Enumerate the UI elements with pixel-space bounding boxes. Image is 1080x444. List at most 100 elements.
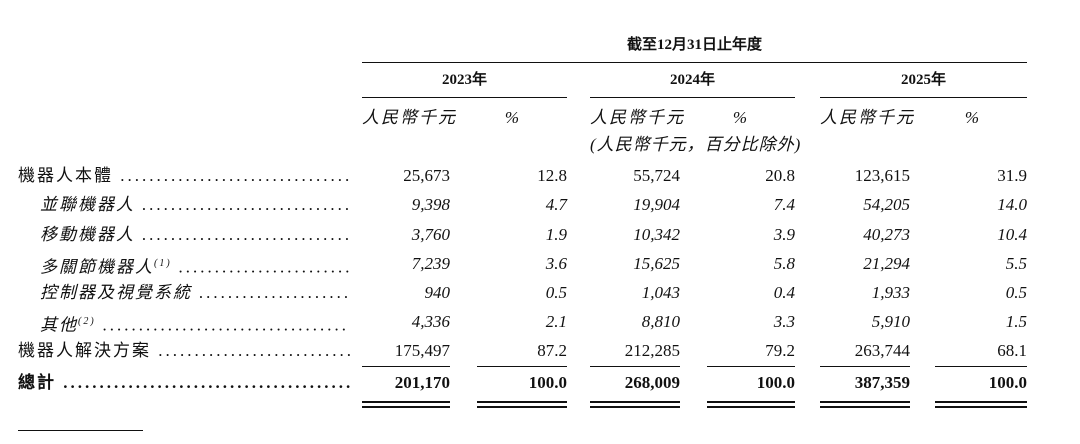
cell: 4.7	[545, 195, 567, 214]
cell: 20.8	[765, 166, 795, 185]
label-text: 總計	[18, 373, 56, 392]
year-header: 2024年	[669, 72, 715, 88]
cell: 1,043	[641, 283, 680, 302]
cell: 100.0	[988, 373, 1027, 392]
label-text: 機器人解決方案	[18, 341, 151, 360]
leader-dots: ........................................…	[63, 373, 350, 392]
cell: 7.4	[773, 195, 795, 214]
total-rule	[935, 406, 1027, 408]
label-text: 其他	[40, 315, 78, 335]
total-rule	[707, 406, 795, 408]
total-rule	[477, 401, 567, 403]
cell: 19,904	[633, 195, 680, 214]
cell: 9,398	[411, 195, 450, 214]
row-label: 總計 .....................................…	[18, 373, 350, 393]
cell: 15,625	[633, 254, 680, 273]
cell: 10.4	[997, 225, 1027, 244]
unit-label: 人民幣千元	[590, 108, 685, 127]
cell: 123,615	[854, 166, 910, 185]
total-rule	[477, 406, 567, 408]
total-rule	[590, 401, 680, 403]
row-label: 機器人本體 ..................................…	[18, 166, 350, 186]
subtotal-rule	[820, 366, 910, 367]
subtotal-rule	[935, 366, 1027, 367]
year-header: 2025年	[900, 72, 946, 88]
cell: 2.1	[545, 312, 567, 331]
rule	[362, 97, 567, 98]
cell: 4,336	[411, 312, 450, 331]
cell: 54,205	[863, 195, 910, 214]
footnote-rule	[18, 430, 143, 431]
row-label: 其他(2) ..................................…	[40, 312, 350, 336]
leader-dots: ........................................…	[120, 166, 350, 185]
cell: 68.1	[997, 341, 1027, 360]
cell: 1.5	[1005, 312, 1027, 331]
cell: 3.3	[773, 312, 795, 331]
cell: 268,009	[624, 373, 680, 392]
cell: 31.9	[997, 166, 1027, 185]
cell: 0.5	[1005, 283, 1027, 302]
total-rule	[707, 401, 795, 403]
year-header: 2023年	[441, 72, 487, 88]
total-rule	[590, 406, 680, 408]
cell: 940	[424, 283, 451, 302]
cell: 100.0	[528, 373, 567, 392]
cell: 10,342	[633, 225, 680, 244]
cell: 40,273	[863, 225, 910, 244]
cell: 79.2	[765, 341, 795, 360]
cell: 100.0	[756, 373, 795, 392]
footnote-ref: (2)	[78, 316, 96, 327]
cell: 387,359	[854, 373, 910, 392]
pct-label: %	[504, 108, 520, 127]
cell: 25,673	[403, 166, 450, 185]
label-text: 並聯機器人	[40, 195, 135, 214]
row-label: 並聯機器人 ..................................…	[40, 195, 350, 215]
leader-dots: ........................................…	[102, 315, 350, 335]
label-text: 多關節機器人	[40, 257, 154, 277]
cell: 201,170	[394, 373, 450, 392]
total-rule	[935, 401, 1027, 403]
footnote-ref: (1)	[154, 258, 172, 269]
cell: 0.5	[545, 283, 567, 302]
cell: 87.2	[537, 341, 567, 360]
cell: 21,294	[863, 254, 910, 273]
subtotal-rule	[362, 366, 450, 367]
leader-dots: ........................................…	[142, 225, 350, 244]
cell: 3.6	[545, 254, 567, 273]
row-label: 多關節機器人(1) ..............................…	[40, 254, 350, 278]
total-rule	[362, 401, 450, 403]
cell: 212,285	[624, 341, 680, 360]
total-rule	[362, 406, 450, 408]
cell: 175,497	[394, 341, 450, 360]
unit-label: 人民幣千元	[362, 108, 457, 127]
subtotal-rule	[707, 366, 795, 367]
cell: 8,810	[641, 312, 680, 331]
period-header: 截至12月31日止年度	[626, 37, 762, 53]
unit-label: 人民幣千元	[820, 108, 915, 127]
cell: 263,744	[854, 341, 910, 360]
cell: 1,933	[871, 283, 910, 302]
total-rule	[820, 401, 910, 403]
label-text: 控制器及視覺系統	[40, 283, 192, 302]
cell: 3.9	[773, 225, 795, 244]
cell: 14.0	[997, 195, 1027, 214]
leader-dots: ........................................…	[199, 283, 350, 302]
leader-dots: ........................................…	[142, 195, 350, 214]
label-text: 機器人本體	[18, 166, 113, 185]
pct-label: %	[964, 108, 980, 127]
cell: 3,760	[411, 225, 450, 244]
cell: 5,910	[871, 312, 910, 331]
leader-dots: ........................................…	[158, 341, 350, 360]
cell: 55,724	[633, 166, 680, 185]
cell: 1.9	[545, 225, 567, 244]
rule	[590, 97, 795, 98]
total-rule	[820, 406, 910, 408]
row-label: 機器人解決方案 ................................…	[18, 341, 350, 361]
cell: 0.4	[773, 283, 795, 302]
cell: 7,239	[411, 254, 450, 273]
row-label: 控制器及視覺系統 ...............................…	[40, 283, 350, 303]
subtotal-rule	[590, 366, 680, 367]
leader-dots: ........................................…	[178, 257, 350, 277]
label-text: 移動機器人	[40, 225, 135, 244]
